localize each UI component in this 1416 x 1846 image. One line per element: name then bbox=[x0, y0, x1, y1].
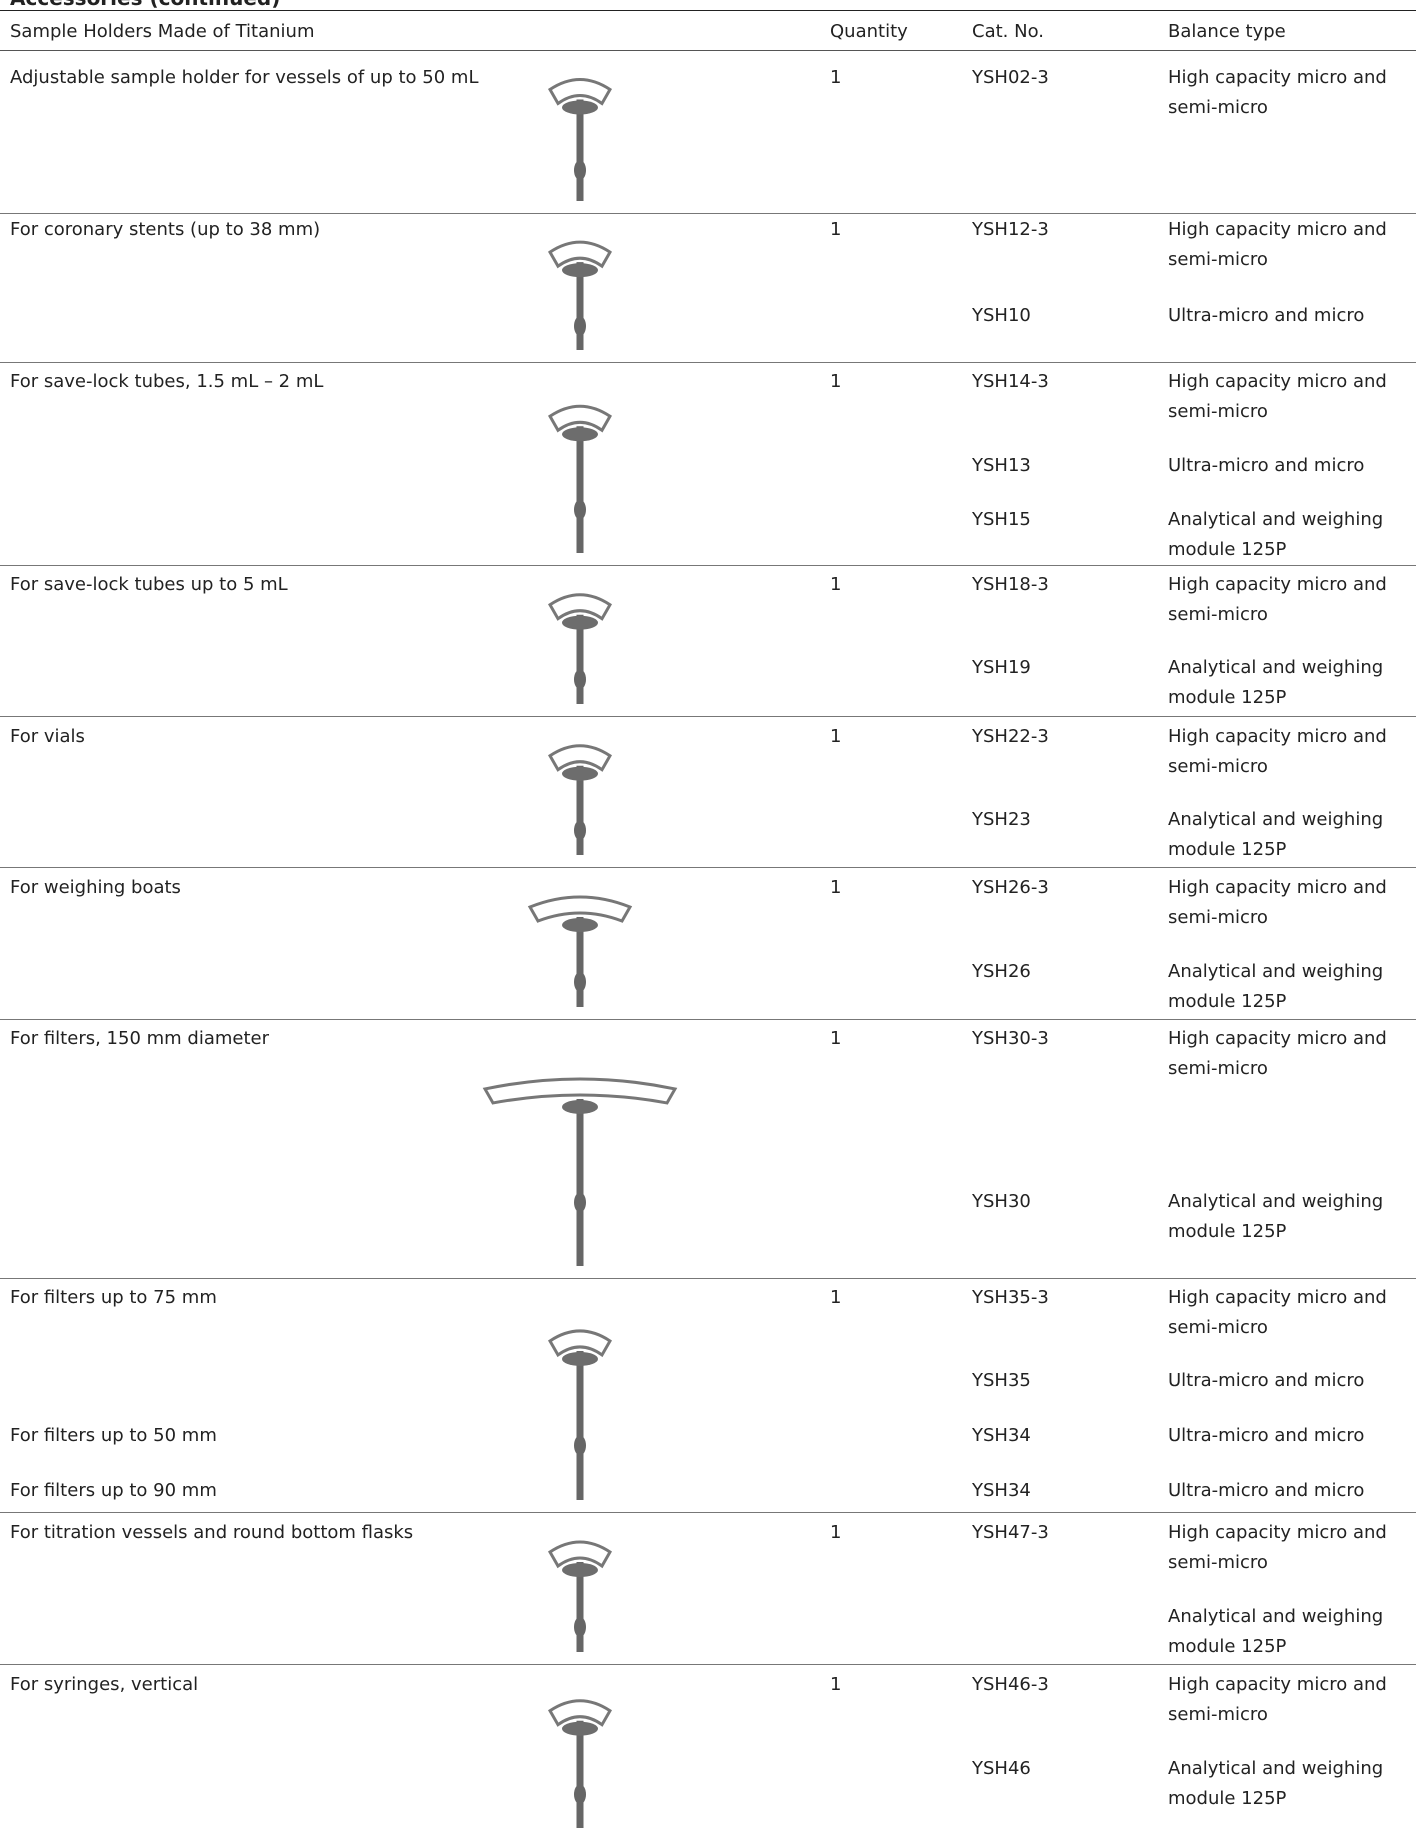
cat-no: YSH34 bbox=[972, 1476, 1031, 1506]
column-header-cat-no: Cat. No. bbox=[972, 17, 1044, 47]
row-divider bbox=[0, 1664, 1416, 1665]
row-divider bbox=[0, 1512, 1416, 1513]
holder-illustration bbox=[574, 316, 586, 336]
quantity: 1 bbox=[830, 1518, 841, 1548]
holder-illustration bbox=[562, 427, 598, 441]
balance-type: High capacity micro and semi-micro bbox=[1168, 1283, 1404, 1343]
row-divider bbox=[0, 716, 1416, 717]
row-divider bbox=[0, 867, 1416, 868]
cat-no: YSH22-3 bbox=[972, 722, 1049, 752]
page: {"header": {"section_title": "Accessorie… bbox=[0, 0, 1416, 1846]
row-description: For coronary stents (up to 38 mm) bbox=[10, 215, 320, 245]
holder-illustration bbox=[562, 100, 598, 114]
row-divider bbox=[0, 1278, 1416, 1279]
cat-no: YSH30 bbox=[972, 1187, 1031, 1217]
balance-type: Analytical and weighing module 125P bbox=[1168, 1187, 1404, 1247]
row-description: For titration vessels and round bottom f… bbox=[10, 1518, 413, 1548]
balance-type: Ultra-micro and micro bbox=[1168, 1366, 1404, 1396]
row-divider bbox=[0, 362, 1416, 363]
balance-type: Analytical and weighing module 125P bbox=[1168, 957, 1404, 1017]
row-divider bbox=[0, 565, 1416, 566]
cat-no: YSH26-3 bbox=[972, 873, 1049, 903]
holder-illustration bbox=[574, 500, 586, 520]
cat-no: YSH19 bbox=[972, 653, 1031, 683]
quantity: 1 bbox=[830, 1283, 841, 1313]
row-description: For filters up to 75 mm bbox=[10, 1283, 217, 1313]
holder-illustration bbox=[574, 972, 586, 992]
cat-no: YSH34 bbox=[972, 1421, 1031, 1451]
balance-type: High capacity micro and semi-micro bbox=[1168, 570, 1404, 630]
holder-illustration bbox=[562, 1352, 598, 1366]
column-header-quantity: Quantity bbox=[830, 17, 908, 47]
holder-illustration bbox=[562, 767, 598, 781]
cat-no: YSH35 bbox=[972, 1366, 1031, 1396]
cat-no: YSH10 bbox=[972, 301, 1031, 331]
cat-no: YSH23 bbox=[972, 805, 1031, 835]
row-description: For filters up to 50 mm bbox=[10, 1421, 217, 1451]
holder-illustration bbox=[562, 1563, 598, 1577]
cat-no: YSH47-3 bbox=[972, 1518, 1049, 1548]
balance-type: Analytical and weighing module 125P bbox=[1168, 1754, 1404, 1814]
cat-no: YSH35-3 bbox=[972, 1283, 1049, 1313]
holder-illustration bbox=[574, 669, 586, 689]
quantity: 1 bbox=[830, 873, 841, 903]
balance-type: High capacity micro and semi-micro bbox=[1168, 722, 1404, 782]
row-description: For save-lock tubes up to 5 mL bbox=[10, 570, 288, 600]
balance-type: Analytical and weighing module 125P bbox=[1168, 1602, 1404, 1662]
balance-type: High capacity micro and semi-micro bbox=[1168, 1518, 1404, 1578]
holder-illustration bbox=[562, 263, 598, 277]
row-description: For save-lock tubes, 1.5 mL – 2 mL bbox=[10, 367, 323, 397]
balance-type: Ultra-micro and micro bbox=[1168, 1421, 1404, 1451]
quantity: 1 bbox=[830, 215, 841, 245]
quantity: 1 bbox=[830, 63, 841, 93]
cat-no: YSH46 bbox=[972, 1754, 1031, 1784]
row-description: For vials bbox=[10, 722, 85, 752]
column-header-balance-type: Balance type bbox=[1168, 17, 1286, 47]
holder-illustration bbox=[574, 820, 586, 840]
holder-illustration bbox=[574, 1192, 586, 1212]
holder-illustration bbox=[574, 1435, 586, 1455]
cat-no: YSH18-3 bbox=[972, 570, 1049, 600]
balance-type: Ultra-micro and micro bbox=[1168, 451, 1404, 481]
cat-no: YSH46-3 bbox=[972, 1670, 1049, 1700]
quantity: 1 bbox=[830, 1670, 841, 1700]
balance-type: Ultra-micro and micro bbox=[1168, 301, 1404, 331]
holder-illustration bbox=[562, 1722, 598, 1736]
balance-type: High capacity micro and semi-micro bbox=[1168, 1670, 1404, 1730]
holder-illustration bbox=[574, 1784, 586, 1804]
row-description: For filters up to 90 mm bbox=[10, 1476, 217, 1506]
row-description: For filters, 150 mm diameter bbox=[10, 1024, 269, 1054]
balance-type: Analytical and weighing module 125P bbox=[1168, 653, 1404, 713]
row-description: For syringes, vertical bbox=[10, 1670, 198, 1700]
quantity: 1 bbox=[830, 367, 841, 397]
row-description: Adjustable sample holder for vessels of … bbox=[10, 63, 478, 93]
holder-illustration bbox=[574, 1617, 586, 1637]
row-description: For weighing boats bbox=[10, 873, 181, 903]
balance-type: Analytical and weighing module 125P bbox=[1168, 505, 1404, 565]
holder-illustration bbox=[562, 918, 598, 932]
holder-illustration bbox=[562, 616, 598, 630]
balance-type: Analytical and weighing module 125P bbox=[1168, 805, 1404, 865]
row-divider bbox=[0, 1019, 1416, 1020]
quantity: 1 bbox=[830, 1024, 841, 1054]
quantity: 1 bbox=[830, 722, 841, 752]
holder-illustration bbox=[574, 160, 586, 180]
cat-no: YSH02-3 bbox=[972, 63, 1049, 93]
balance-type: High capacity micro and semi-micro bbox=[1168, 1024, 1404, 1084]
holder-illustration bbox=[562, 1100, 598, 1114]
balance-type: High capacity micro and semi-micro bbox=[1168, 63, 1404, 123]
cat-no: YSH14-3 bbox=[972, 367, 1049, 397]
cat-no: YSH30-3 bbox=[972, 1024, 1049, 1054]
column-header-description: Sample Holders Made of Titanium bbox=[10, 17, 315, 47]
cat-no: YSH26 bbox=[972, 957, 1031, 987]
row-divider bbox=[0, 213, 1416, 214]
balance-type: High capacity micro and semi-micro bbox=[1168, 215, 1404, 275]
cat-no: YSH13 bbox=[972, 451, 1031, 481]
balance-type: Ultra-micro and micro bbox=[1168, 1476, 1404, 1506]
cat-no: YSH15 bbox=[972, 505, 1031, 535]
balance-type: High capacity micro and semi-micro bbox=[1168, 873, 1404, 933]
balance-type: High capacity micro and semi-micro bbox=[1168, 367, 1404, 427]
quantity: 1 bbox=[830, 570, 841, 600]
cat-no: YSH12-3 bbox=[972, 215, 1049, 245]
